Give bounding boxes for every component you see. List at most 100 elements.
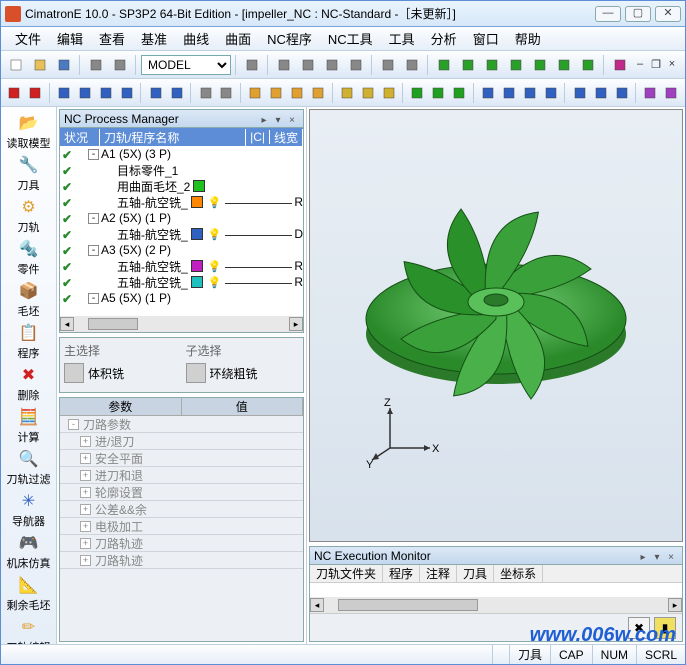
toolbtn-b1[interactable] [479, 82, 498, 104]
panel-pin-icon[interactable]: ▸ [257, 115, 271, 126]
toolbtn-orbit[interactable] [401, 54, 423, 76]
tree-row[interactable]: ✔-A5 (5X) (1 P) [60, 290, 303, 306]
ncpm-tree[interactable]: ✔-A1 (5X) (3 P)✔目标零件_1✔用曲面毛坯_2✔五轴-航空铣_💡R… [60, 146, 303, 316]
param-row[interactable]: +刀路轨迹 [60, 552, 303, 569]
toolbtn-star4[interactable] [309, 82, 328, 104]
toolbtn-sel2[interactable] [76, 82, 95, 104]
param-col[interactable]: 值 [182, 398, 304, 415]
toolbtn-box2[interactable] [457, 54, 479, 76]
minimize-button[interactable]: — [595, 6, 621, 22]
menu-0[interactable]: 文件 [7, 27, 49, 50]
tree-row[interactable]: ✔五轴-航空铣_💡R [60, 258, 303, 274]
exec-pin-icon[interactable]: ▸ [636, 552, 650, 563]
mdi-minimize-icon[interactable]: – [633, 57, 647, 71]
tree-row[interactable]: ✔用曲面毛坯_2 [60, 178, 303, 194]
toolbtn-y3[interactable] [379, 82, 398, 104]
menu-6[interactable]: NC程序 [259, 27, 320, 50]
ncpm-col[interactable]: 状况 [60, 129, 100, 146]
leftbar-7[interactable]: 🧮计算 [5, 407, 53, 445]
toolbtn-g1[interactable] [408, 82, 427, 104]
menu-8[interactable]: 工具 [381, 27, 423, 50]
param-row[interactable]: +进/退刀 [60, 433, 303, 450]
toolbtn-qmark[interactable] [609, 54, 631, 76]
toolbtn-b2[interactable] [500, 82, 519, 104]
leftbar-8[interactable]: 🔍刀轨过滤 [5, 449, 53, 487]
3d-viewport[interactable]: X Z Y [309, 109, 683, 542]
toolbtn-star1[interactable] [246, 82, 265, 104]
toolbtn-b4[interactable] [541, 82, 560, 104]
toolbtn-g3[interactable] [450, 82, 469, 104]
toolbtn-p2[interactable] [662, 82, 681, 104]
param-row[interactable]: +公差&&余 [60, 501, 303, 518]
toolbtn-save[interactable] [53, 54, 75, 76]
exec-col[interactable]: 刀具 [457, 565, 494, 582]
param-row[interactable]: +刀路轨迹 [60, 535, 303, 552]
leftbar-3[interactable]: 🔩零件 [5, 239, 53, 277]
leftbar-12[interactable]: ✏刀轨编辑 [5, 617, 53, 644]
param-row[interactable]: +进刀和退 [60, 467, 303, 484]
leftbar-6[interactable]: ✖删除 [5, 365, 53, 403]
close-button[interactable]: ✕ [655, 6, 681, 22]
leftbar-2[interactable]: ⚙刀轨 [5, 197, 53, 235]
exec-dropdown-icon[interactable]: ▾ [650, 552, 664, 563]
toolbtn-d2[interactable] [217, 82, 236, 104]
exec-close-icon[interactable]: × [664, 552, 678, 563]
tree-row[interactable]: ✔五轴-航空铣_💡R [60, 194, 303, 210]
ncpm-col[interactable]: |C| [246, 130, 270, 144]
leftbar-4[interactable]: 📦毛坯 [5, 281, 53, 319]
menu-4[interactable]: 曲线 [175, 27, 217, 50]
param-row[interactable]: -刀路参数 [60, 416, 303, 433]
menu-2[interactable]: 查看 [91, 27, 133, 50]
menu-3[interactable]: 基准 [133, 27, 175, 50]
toolbtn-y1[interactable] [337, 82, 356, 104]
toolbtn-dropdown[interactable] [241, 54, 263, 76]
toolbtn-sel3[interactable] [97, 82, 116, 104]
ncpm-hscroll[interactable]: ◂▸ [60, 316, 303, 332]
param-col[interactable]: 参数 [60, 398, 182, 415]
leftbar-5[interactable]: 📋程序 [5, 323, 53, 361]
toolbtn-sel6[interactable] [167, 82, 186, 104]
toolbtn-b3[interactable] [521, 82, 540, 104]
panel-close-icon[interactable]: × [285, 115, 299, 126]
menu-7[interactable]: NC工具 [320, 27, 381, 50]
toolbtn-pan[interactable] [377, 54, 399, 76]
mdi-restore-icon[interactable]: ❐ [649, 57, 663, 71]
toolbtn-box6[interactable] [553, 54, 575, 76]
toolbtn-c2[interactable] [591, 82, 610, 104]
toolbtn-y2[interactable] [358, 82, 377, 104]
menu-11[interactable]: 帮助 [507, 27, 549, 50]
toolbtn-p1[interactable] [641, 82, 660, 104]
toolbtn-zoom[interactable] [321, 54, 343, 76]
menu-10[interactable]: 窗口 [465, 27, 507, 50]
toolbtn-box3[interactable] [481, 54, 503, 76]
sub-select-icon[interactable] [186, 363, 206, 383]
param-row[interactable]: +安全平面 [60, 450, 303, 467]
ncpm-col[interactable]: 线宽 [270, 129, 303, 146]
toolbtn-print[interactable] [85, 54, 107, 76]
leftbar-1[interactable]: 🔧刀具 [5, 155, 53, 193]
toolbtn-sel5[interactable] [146, 82, 165, 104]
mdi-close-icon[interactable]: × [665, 57, 679, 71]
leftbar-11[interactable]: 📐剩余毛坯 [5, 575, 53, 613]
toolbtn-new[interactable] [5, 54, 27, 76]
leftbar-0[interactable]: 📂读取模型 [5, 113, 53, 151]
tree-row[interactable]: ✔-A2 (5X) (1 P) [60, 210, 303, 226]
leftbar-9[interactable]: ✳导航器 [5, 491, 53, 529]
toolbtn-arrow[interactable] [5, 82, 24, 104]
tree-row[interactable]: ✔-A1 (5X) (3 P) [60, 146, 303, 162]
tree-row[interactable]: ✔-A3 (5X) (2 P) [60, 242, 303, 258]
toolbtn-iso2[interactable] [297, 54, 319, 76]
menu-1[interactable]: 编辑 [49, 27, 91, 50]
toolbtn-flag[interactable] [26, 82, 45, 104]
tree-row[interactable]: ✔五轴-航空铣_💡R [60, 274, 303, 290]
maximize-button[interactable]: ▢ [625, 6, 651, 22]
leftbar-10[interactable]: 🎮机床仿真 [5, 533, 53, 571]
toolbtn-zoomwin[interactable] [345, 54, 367, 76]
panel-dropdown-icon[interactable]: ▾ [271, 115, 285, 126]
toolbtn-box5[interactable] [529, 54, 551, 76]
param-row[interactable]: +轮廓设置 [60, 484, 303, 501]
menu-5[interactable]: 曲面 [217, 27, 259, 50]
toolbtn-star3[interactable] [288, 82, 307, 104]
exec-col[interactable]: 坐标系 [494, 565, 543, 582]
menu-9[interactable]: 分析 [423, 27, 465, 50]
